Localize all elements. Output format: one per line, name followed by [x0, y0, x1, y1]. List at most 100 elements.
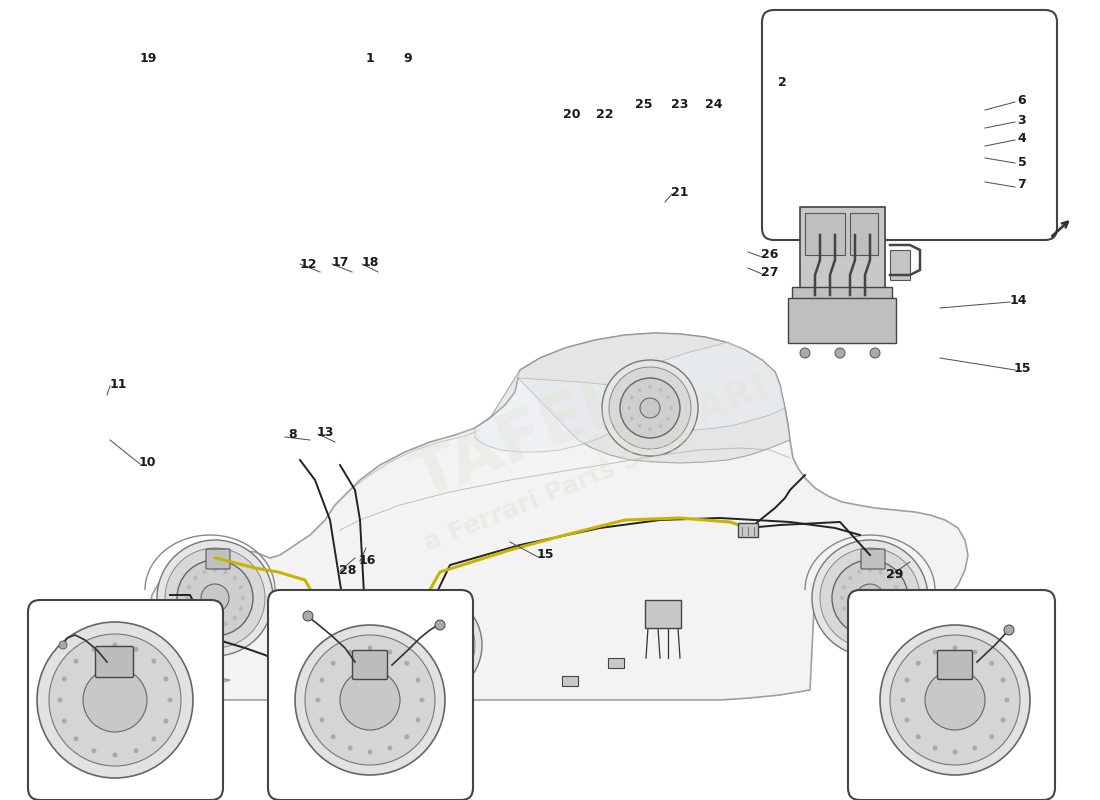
Text: 5: 5	[1018, 155, 1026, 169]
Circle shape	[953, 646, 957, 650]
Circle shape	[901, 698, 905, 702]
Circle shape	[223, 570, 228, 574]
Text: 27: 27	[761, 266, 779, 279]
Circle shape	[451, 654, 454, 658]
Bar	[738, 523, 758, 537]
Circle shape	[241, 596, 245, 600]
Circle shape	[152, 736, 156, 742]
Circle shape	[630, 417, 634, 420]
Circle shape	[915, 734, 921, 739]
Circle shape	[396, 611, 464, 679]
Circle shape	[842, 585, 846, 590]
Circle shape	[667, 396, 670, 399]
Circle shape	[416, 678, 420, 682]
FancyBboxPatch shape	[848, 590, 1055, 800]
Circle shape	[638, 388, 641, 392]
Circle shape	[405, 734, 409, 739]
Circle shape	[848, 615, 852, 620]
Bar	[336, 630, 407, 682]
Circle shape	[367, 750, 373, 754]
Text: 7: 7	[1018, 178, 1026, 191]
Circle shape	[202, 622, 207, 626]
Circle shape	[371, 680, 380, 688]
Circle shape	[434, 620, 446, 630]
Circle shape	[842, 606, 846, 611]
Circle shape	[152, 658, 156, 664]
Text: 28: 28	[339, 563, 356, 577]
Text: 25: 25	[636, 98, 652, 111]
FancyBboxPatch shape	[861, 549, 886, 569]
Circle shape	[192, 576, 197, 581]
Circle shape	[112, 753, 118, 758]
Circle shape	[319, 718, 324, 722]
Circle shape	[59, 641, 67, 649]
Circle shape	[187, 585, 191, 590]
Circle shape	[418, 633, 442, 657]
Circle shape	[387, 746, 393, 750]
Circle shape	[133, 646, 139, 652]
Bar	[800, 207, 886, 295]
Circle shape	[820, 548, 920, 648]
Circle shape	[412, 623, 417, 627]
Text: 24: 24	[705, 98, 723, 111]
Circle shape	[669, 406, 673, 410]
Circle shape	[112, 642, 118, 647]
Circle shape	[879, 570, 883, 574]
Text: 15: 15	[537, 549, 553, 562]
Circle shape	[868, 568, 872, 572]
Circle shape	[348, 650, 353, 654]
Circle shape	[37, 622, 192, 778]
Circle shape	[630, 396, 634, 399]
Circle shape	[422, 667, 427, 671]
Circle shape	[403, 643, 407, 647]
Circle shape	[933, 746, 937, 750]
Text: 21: 21	[671, 186, 689, 199]
Circle shape	[443, 623, 448, 627]
Circle shape	[890, 635, 1020, 765]
Text: 19: 19	[140, 51, 156, 65]
Circle shape	[316, 698, 320, 702]
Circle shape	[82, 668, 147, 732]
Circle shape	[640, 398, 660, 418]
Circle shape	[74, 658, 78, 664]
Text: 20: 20	[563, 109, 581, 122]
Circle shape	[356, 680, 364, 688]
Circle shape	[904, 718, 910, 722]
Circle shape	[835, 348, 845, 358]
Text: 18: 18	[361, 255, 378, 269]
Circle shape	[602, 360, 698, 456]
Circle shape	[422, 618, 427, 622]
Circle shape	[239, 585, 243, 590]
Circle shape	[387, 650, 393, 654]
Circle shape	[839, 596, 844, 600]
Circle shape	[165, 548, 265, 648]
FancyBboxPatch shape	[28, 600, 223, 800]
FancyBboxPatch shape	[352, 650, 387, 679]
Circle shape	[659, 388, 662, 392]
Text: 2: 2	[778, 75, 786, 89]
Circle shape	[163, 677, 168, 682]
Circle shape	[857, 622, 861, 626]
Circle shape	[609, 367, 691, 449]
Circle shape	[74, 736, 78, 742]
Polygon shape	[475, 378, 660, 452]
Circle shape	[989, 661, 994, 666]
Circle shape	[989, 734, 994, 739]
Circle shape	[378, 593, 482, 697]
Circle shape	[348, 746, 353, 750]
Circle shape	[192, 615, 197, 620]
Polygon shape	[608, 342, 785, 430]
Circle shape	[832, 560, 908, 636]
Circle shape	[319, 678, 324, 682]
Circle shape	[295, 625, 446, 775]
Circle shape	[453, 643, 456, 647]
Circle shape	[627, 406, 630, 410]
Circle shape	[406, 654, 409, 658]
FancyBboxPatch shape	[937, 650, 972, 679]
FancyBboxPatch shape	[268, 590, 473, 800]
Circle shape	[331, 661, 335, 666]
Text: 10: 10	[139, 455, 156, 469]
Circle shape	[341, 680, 349, 688]
Circle shape	[451, 632, 454, 636]
Circle shape	[232, 615, 236, 620]
